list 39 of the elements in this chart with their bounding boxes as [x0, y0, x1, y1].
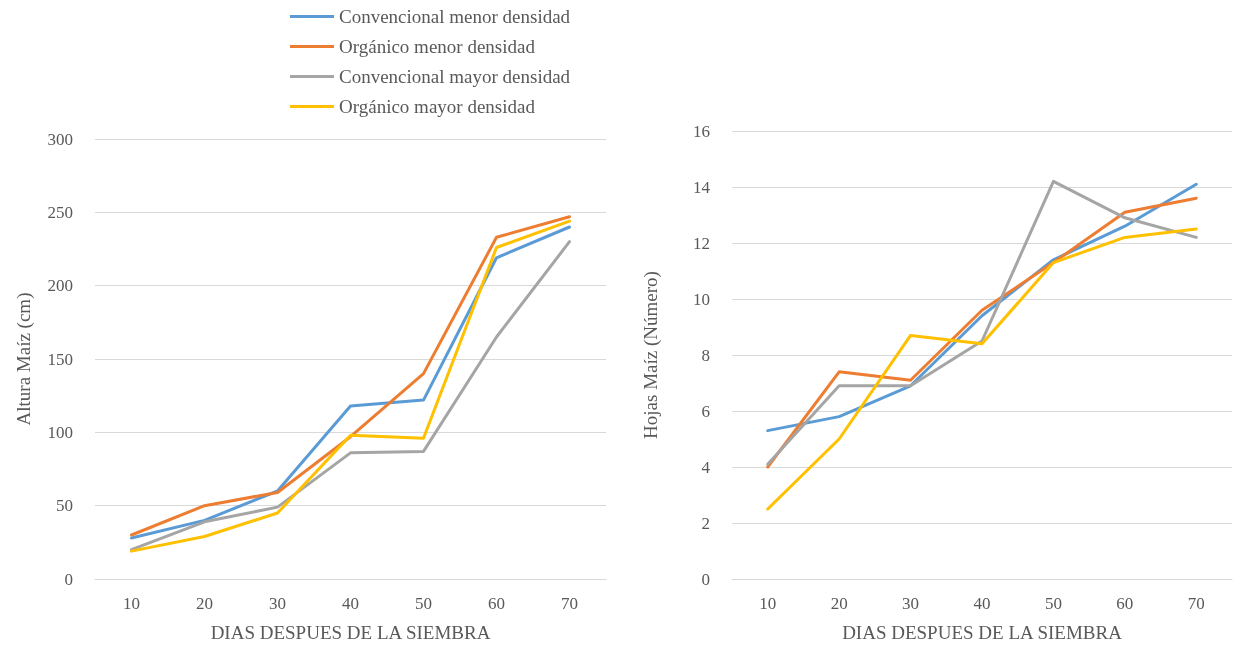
- y-tick-label: 14: [693, 177, 711, 197]
- legend-label: Convencional menor densidad: [339, 6, 571, 27]
- x-tick-label: 70: [561, 594, 578, 613]
- legend-label: Orgánico mayor densidad: [339, 96, 536, 117]
- y-tick-label: 12: [693, 233, 710, 253]
- x-tick-label: 40: [973, 594, 991, 613]
- y-tick-label: 10: [693, 289, 710, 309]
- y-tick-label: 16: [693, 121, 710, 141]
- x-tick-label: 10: [123, 594, 140, 613]
- legend-label: Convencional mayor densidad: [339, 66, 571, 87]
- y-axis-title: Altura Maíz (cm): [13, 292, 35, 426]
- y-tick-label: 250: [47, 202, 73, 222]
- x-tick-label: 50: [415, 594, 432, 613]
- y-tick-label: 50: [56, 496, 73, 516]
- y-tick-label: 100: [47, 422, 73, 442]
- y-tick-label: 0: [64, 569, 73, 589]
- y-tick-label: 150: [47, 349, 73, 369]
- x-tick-label: 30: [902, 594, 920, 613]
- x-tick-label: 20: [830, 594, 848, 613]
- legend-label: Orgánico menor densidad: [339, 36, 536, 57]
- x-axis-title: DIAS DESPUES DE LA SIEMBRA: [210, 622, 491, 643]
- y-axis-title: Hojas Maíz (Número): [640, 271, 662, 439]
- y-tick-label: 300: [47, 129, 73, 149]
- x-tick-label: 60: [488, 594, 505, 613]
- x-tick-label: 50: [1044, 594, 1062, 613]
- x-tick-label: 10: [759, 594, 777, 613]
- x-tick-label: 20: [196, 594, 213, 613]
- y-tick-label: 2: [701, 513, 710, 533]
- x-tick-label: 70: [1187, 594, 1205, 613]
- y-tick-label: 0: [701, 569, 710, 589]
- x-axis-title: DIAS DESPUES DE LA SIEMBRA: [842, 622, 1123, 643]
- y-tick-label: 4: [701, 457, 711, 477]
- x-tick-label: 60: [1116, 594, 1134, 613]
- x-tick-label: 40: [342, 594, 359, 613]
- y-tick-label: 8: [701, 345, 710, 365]
- x-tick-label: 30: [269, 594, 286, 613]
- y-tick-label: 200: [47, 276, 73, 296]
- y-tick-label: 6: [701, 401, 710, 421]
- line-series: [766, 227, 1198, 511]
